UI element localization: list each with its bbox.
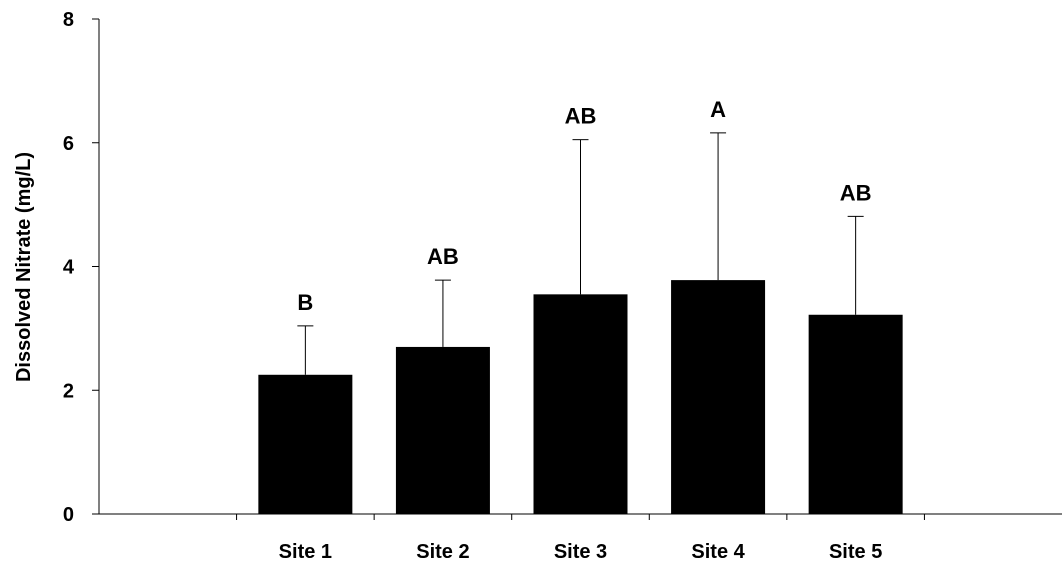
bar — [671, 280, 766, 514]
bar — [258, 374, 353, 514]
significance-labels: B AB AB A AB — [297, 97, 871, 315]
x-tick-label: Site 3 — [554, 541, 607, 563]
significance-label: AB — [840, 180, 872, 205]
bar — [395, 346, 490, 514]
x-tick-label: Site 4 — [691, 541, 745, 563]
significance-label: A — [710, 97, 726, 122]
y-ticks: 0 2 4 6 8 — [63, 9, 99, 526]
significance-label: B — [297, 290, 313, 315]
x-tick-labels: Site 1 Site 2 Site 3 Site 4 Site 5 — [279, 541, 883, 563]
y-tick-label: 0 — [63, 504, 74, 526]
bar — [808, 314, 903, 514]
bar — [533, 294, 628, 514]
x-tick-label: Site 5 — [829, 541, 882, 563]
significance-label: AB — [565, 104, 597, 129]
x-tick-label: Site 2 — [416, 541, 469, 563]
significance-label: AB — [427, 244, 459, 269]
x-ticks — [236, 514, 925, 520]
y-tick-label: 4 — [63, 257, 75, 279]
y-tick-label: 6 — [63, 133, 74, 155]
y-tick-label: 8 — [63, 9, 74, 31]
y-tick-label: 2 — [63, 380, 74, 402]
error-bars — [297, 132, 864, 375]
bars — [258, 280, 903, 514]
x-tick-label: Site 1 — [279, 541, 332, 563]
y-axis-title: Dissolved Nitrate (mg/L) — [13, 152, 35, 382]
